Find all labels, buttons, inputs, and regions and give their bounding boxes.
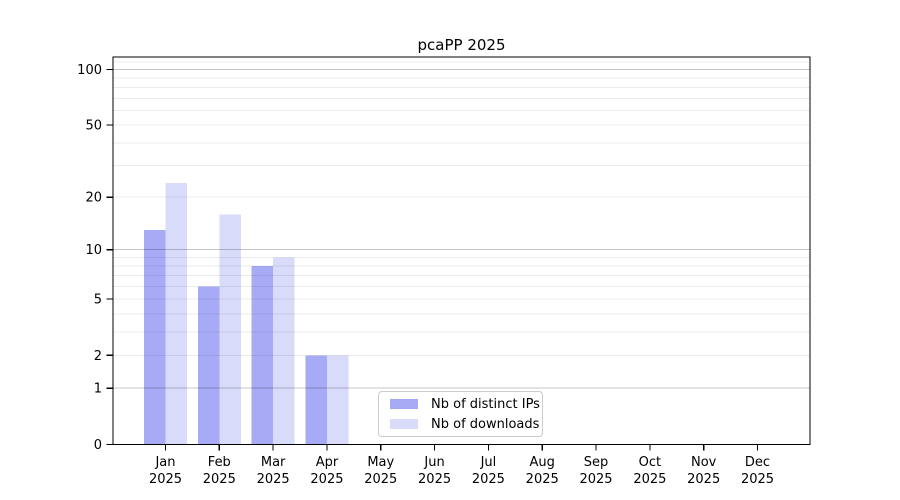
y-tick-label: 100 xyxy=(77,63,102,78)
x-tick-label-month: Dec xyxy=(745,455,770,470)
x-tick-label-year: 2025 xyxy=(149,472,182,487)
bar-distinct-ips-feb xyxy=(197,286,220,445)
y-tick-label: 0 xyxy=(94,438,102,453)
bar-downloads-feb xyxy=(219,214,241,445)
y-tick-label: 50 xyxy=(85,119,102,134)
bar-distinct-ips-jan xyxy=(144,230,166,445)
x-tick-label-month: Jan xyxy=(154,455,175,470)
bars-group xyxy=(144,183,349,445)
y-tick-label: 1 xyxy=(94,382,102,397)
legend-label-downloads: Nb of downloads xyxy=(431,416,540,432)
bar-distinct-ips-mar xyxy=(251,266,274,445)
y-tick-label: 2 xyxy=(94,349,102,364)
bar-distinct-ips-apr xyxy=(305,355,327,445)
x-tick-label-month: Jun xyxy=(423,455,444,470)
legend-swatch-downloads xyxy=(390,419,418,429)
x-tick-label-year: 2025 xyxy=(579,472,612,487)
y-tick-label: 10 xyxy=(85,243,102,258)
x-tick-label-year: 2025 xyxy=(526,472,559,487)
x-tick-label-month: Mar xyxy=(261,455,286,470)
legend-row-downloads: Nb of downloads xyxy=(390,416,539,433)
labels-group: 0 1 2 5 10 20 50 100 Jan 2025 Feb 2025 Mar 2025 Apr 202… xyxy=(77,63,774,487)
x-tick-label-year: 2025 xyxy=(633,472,666,487)
x-tick-label-month: Oct xyxy=(639,455,661,470)
x-tick-label-month: May xyxy=(367,455,394,470)
x-tick-label-month: Jul xyxy=(480,455,497,470)
y-tick-label: 20 xyxy=(85,191,102,206)
x-tick-label-year: 2025 xyxy=(741,472,774,487)
x-tick-label-year: 2025 xyxy=(257,472,290,487)
y-tick-label: 5 xyxy=(94,292,102,307)
grid-group xyxy=(113,61,810,389)
x-tick-label-year: 2025 xyxy=(418,472,451,487)
x-tick-label-year: 2025 xyxy=(687,472,720,487)
legend-row-distinct-ips: Nb of distinct IPs xyxy=(390,396,540,413)
x-tick-label-month: Feb xyxy=(208,455,231,470)
x-tick-label-year: 2025 xyxy=(310,472,343,487)
plot-border xyxy=(112,56,811,445)
bar-downloads-apr xyxy=(326,355,349,445)
x-tick-label-month: Sep xyxy=(584,455,609,470)
legend-swatch-distinct-ips xyxy=(390,399,418,409)
x-tick-label-month: Apr xyxy=(316,455,339,470)
x-tick-label-year: 2025 xyxy=(364,472,397,487)
bar-downloads-mar xyxy=(273,257,295,445)
chart-title: pcaPP 2025 xyxy=(417,36,506,54)
legend-box: Nb of distinct IPs Nb of downloads xyxy=(378,391,543,437)
x-tick-label-month: Nov xyxy=(691,455,717,470)
legend-label-distinct-ips: Nb of distinct IPs xyxy=(431,396,540,412)
x-tick-label-month: Aug xyxy=(530,455,555,470)
bar-downloads-jan xyxy=(165,183,187,445)
x-tick-label-year: 2025 xyxy=(203,472,236,487)
x-tick-label-year: 2025 xyxy=(472,472,505,487)
axes-group xyxy=(106,56,811,451)
